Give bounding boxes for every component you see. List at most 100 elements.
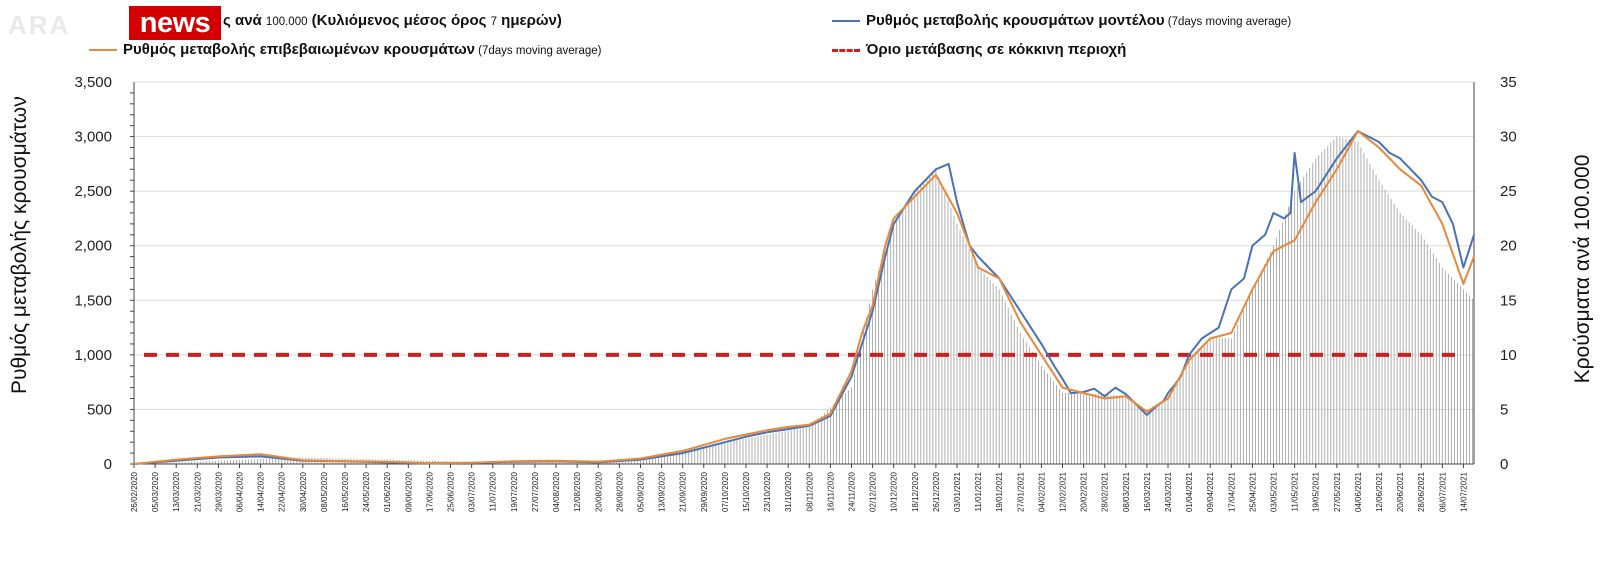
x-tick-label: 12/08/2020	[573, 471, 582, 512]
x-tick-label: 13/03/2020	[172, 471, 181, 512]
x-tick-label: 28/08/2020	[615, 471, 624, 512]
legend-confirmed-note: (7days moving average)	[474, 45, 602, 57]
y-tick-label-right: 20	[1500, 238, 1517, 255]
x-tick-label: 28/06/2021	[1417, 471, 1426, 512]
x-tick-label: 29/03/2020	[214, 471, 223, 512]
x-tick-label: 12/02/2021	[1059, 471, 1068, 512]
x-tick-label: 11/01/2021	[974, 471, 983, 511]
legend-model-note: (7days moving average)	[1164, 16, 1292, 28]
legend-confirmed-label: Ρυθμός μεταβολής επιβεβαιωμένων κρουσμάτ…	[123, 41, 475, 58]
x-tick-label: 16/03/2021	[1143, 471, 1152, 512]
legend-confirmed: Ρυθμός μεταβολής επιβεβαιωμένων κρουσμάτ…	[89, 41, 602, 58]
x-tick-label: 01/04/2021	[1185, 471, 1194, 512]
legend-cases-rest: (Κυλιόμενος μέσος όρος	[307, 12, 491, 29]
x-tick-label: 20/08/2020	[594, 471, 603, 512]
brand-logo: ARA news	[8, 6, 221, 40]
x-tick-label: 06/07/2021	[1438, 471, 1447, 512]
x-tick-label: 24/05/2020	[362, 471, 371, 512]
x-tick-label: 19/07/2020	[510, 471, 519, 512]
y-tick-label-right: 0	[1500, 456, 1508, 473]
x-tick-label: 25/06/2020	[447, 471, 456, 512]
y-tick-label-left: 3,000	[74, 129, 112, 146]
x-tick-label: 17/04/2021	[1227, 471, 1236, 512]
y-tick-label-left: 0	[104, 456, 112, 473]
legend-cases-num: 100.000	[265, 16, 308, 28]
x-tick-label: 03/01/2021	[953, 471, 962, 512]
x-tick-label: 04/06/2021	[1354, 471, 1363, 512]
y-tick-label-right: 15	[1500, 292, 1517, 309]
legend-cases-num2: 7	[490, 16, 497, 28]
x-tick-label: 11/07/2020	[489, 471, 498, 511]
legend-cases-label: ς ανά	[223, 12, 266, 29]
x-tick-label: 27/05/2021	[1333, 471, 1342, 512]
legend-threshold: Όριο μετάβασης σε κόκκινη περιοχή	[832, 41, 1126, 58]
y-tick-label-left: 1,000	[74, 347, 112, 364]
confirmed-series-line	[133, 130, 1475, 465]
x-tick-label: 10/12/2020	[890, 471, 899, 512]
legend-threshold-label: Όριο μετάβασης σε κόκκινη περιοχή	[866, 41, 1127, 58]
x-tick-label: 24/03/2021	[1164, 471, 1173, 512]
x-tick-label: 21/09/2020	[679, 471, 688, 512]
x-tick-label: 22/04/2020	[278, 471, 287, 512]
x-tick-label: 13/09/2020	[658, 471, 667, 512]
x-tick-label: 25/04/2021	[1248, 471, 1257, 512]
x-tick-label: 16/11/2020	[826, 471, 835, 511]
legend-cases-rest2: ημερών)	[496, 12, 562, 29]
x-tick-label: 30/04/2020	[299, 471, 308, 512]
x-tick-label: 19/01/2021	[995, 471, 1004, 512]
x-tick-label: 03/07/2020	[468, 471, 477, 512]
x-tick-label: 09/06/2020	[404, 471, 413, 512]
brand-ghost-text: ARA	[8, 10, 71, 40]
x-tick-label: 26/12/2020	[932, 471, 941, 512]
legend-threshold-swatch	[832, 48, 860, 52]
x-tick-label: 14/07/2021	[1459, 471, 1468, 512]
legend-model: Ρυθμός μεταβολής κρουσμάτων μοντέλου (7d…	[832, 12, 1291, 29]
y-tick-label-left: 1,500	[74, 292, 112, 309]
x-tick-label: 27/01/2021	[1016, 471, 1025, 512]
x-tick-label: 05/03/2020	[151, 471, 160, 512]
x-tick-label: 27/07/2020	[531, 471, 540, 512]
x-tick-label: 05/09/2020	[636, 471, 645, 512]
x-tick-label: 23/10/2020	[763, 471, 772, 512]
x-tick-label: 17/06/2020	[425, 471, 434, 512]
x-tick-label: 12/06/2021	[1375, 471, 1384, 512]
legend-cases: ς ανά 100.000 (Κυλιόμενος μέσος όρος 7 η…	[223, 12, 562, 29]
x-tick-label: 21/03/2020	[193, 471, 202, 512]
x-tick-label: 08/03/2021	[1122, 471, 1131, 512]
x-tick-label: 18/12/2020	[911, 471, 920, 512]
legend-model-label: Ρυθμός μεταβολής κρουσμάτων μοντέλου	[866, 12, 1165, 29]
x-tick-label: 04/08/2020	[552, 471, 561, 512]
y-tick-label-left: 2,500	[74, 183, 112, 200]
x-tick-label: 20/06/2021	[1396, 471, 1405, 512]
x-tick-label: 08/11/2020	[805, 471, 814, 511]
model-series-line	[133, 130, 1475, 465]
x-tick-label: 02/12/2020	[869, 471, 878, 512]
x-tick-label: 09/04/2021	[1206, 471, 1215, 512]
x-tick-label: 16/05/2020	[341, 471, 350, 512]
x-tick-label: 01/06/2020	[383, 471, 392, 512]
y-tick-label-right: 10	[1500, 347, 1517, 364]
x-tick-label: 11/05/2021	[1291, 471, 1300, 511]
x-tick-label: 28/02/2021	[1101, 471, 1110, 512]
legend-model-swatch	[832, 20, 860, 23]
y-tick-label-right: 5	[1500, 401, 1508, 418]
y-tick-label-left: 3,500	[74, 74, 112, 91]
y-tick-label-right: 30	[1500, 129, 1517, 146]
x-tick-label: 31/10/2020	[784, 471, 793, 512]
x-tick-label: 24/11/2020	[847, 471, 856, 511]
x-tick-label: 04/02/2021	[1037, 471, 1046, 512]
x-tick-label: 20/02/2021	[1080, 471, 1089, 512]
x-tick-label: 06/04/2020	[236, 471, 245, 512]
legend-confirmed-swatch	[89, 49, 117, 52]
x-tick-label: 15/10/2020	[742, 471, 751, 512]
x-tick-label: 07/10/2020	[721, 471, 730, 512]
x-tick-label: 19/05/2021	[1312, 471, 1321, 512]
x-tick-label: 14/04/2020	[257, 471, 266, 512]
y-tick-label-left: 2,000	[74, 238, 112, 255]
y-tick-label-right: 35	[1500, 74, 1517, 91]
x-tick-label: 26/02/2020	[130, 471, 139, 512]
x-tick-label: 03/05/2021	[1270, 471, 1279, 512]
brand-news-badge: news	[129, 6, 221, 40]
y-tick-label-left: 500	[87, 401, 112, 418]
